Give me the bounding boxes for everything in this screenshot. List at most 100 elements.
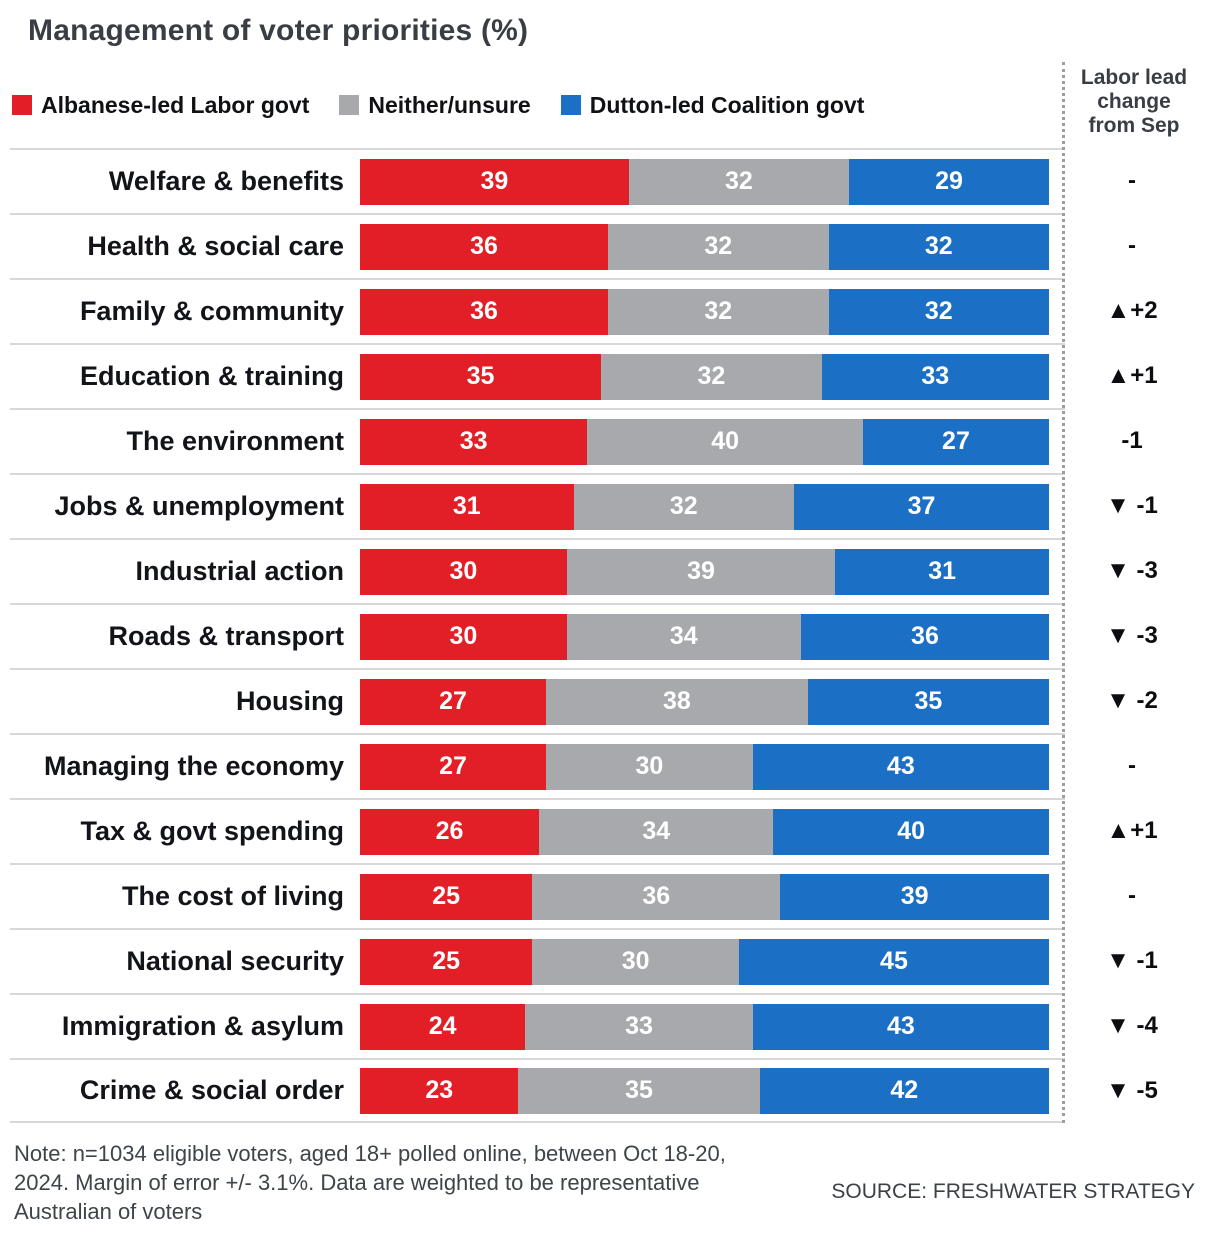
bar-value-neither: 39 bbox=[687, 557, 715, 585]
bar-value-neither: 32 bbox=[697, 362, 726, 390]
bar-value-labor: 27 bbox=[439, 752, 467, 780]
bar-segment-labor: 30 bbox=[360, 548, 567, 595]
bar-value-labor: 26 bbox=[435, 817, 464, 845]
bar-value-labor: 35 bbox=[466, 362, 495, 390]
chart-page: Management of voter priorities (%) Alban… bbox=[10, 14, 1199, 1224]
bar-value-labor: 36 bbox=[470, 297, 498, 325]
bar-value-neither: 40 bbox=[711, 427, 740, 455]
bar-segment-neither: 33 bbox=[525, 1003, 753, 1050]
chart-row: Family & community 36 32 32 ▲+2 bbox=[10, 278, 1199, 343]
bar-segment-coalition: 37 bbox=[794, 483, 1049, 530]
bar-value-coalition: 42 bbox=[890, 1076, 919, 1104]
bar-segment-labor: 30 bbox=[360, 613, 567, 660]
category-label: Immigration & asylum bbox=[61, 1011, 344, 1041]
source-credit: SOURCE: FRESHWATER STRATEGY bbox=[831, 1180, 1195, 1204]
row-main: Roads & transport 30 34 36 bbox=[10, 603, 1065, 668]
bar-value-neither: 33 bbox=[625, 1012, 653, 1040]
legend: Albanese-led Labor govt Neither/unsure D… bbox=[10, 92, 1065, 119]
bar-segment-neither: 32 bbox=[608, 223, 829, 270]
bar-segment-labor: 27 bbox=[360, 743, 547, 790]
bar-segment-labor: 39 bbox=[360, 158, 629, 205]
bar-track: 25 30 45 bbox=[360, 938, 1049, 985]
bar-value-coalition: 32 bbox=[924, 232, 953, 260]
bar-value-neither: 32 bbox=[725, 167, 753, 195]
chart-row: Roads & transport 30 34 36 ▼ -3 bbox=[10, 603, 1199, 668]
bar-value-labor: 25 bbox=[432, 947, 461, 975]
bar-segment-neither: 39 bbox=[566, 548, 836, 595]
category-label: Managing the economy bbox=[43, 751, 344, 781]
bar-segment-neither: 36 bbox=[532, 873, 781, 920]
chart-row: The environment 33 40 27 -1 bbox=[10, 408, 1199, 473]
category-label: Family & community bbox=[79, 296, 344, 326]
bar-segment-coalition: 42 bbox=[759, 1067, 1049, 1114]
bar-segment-coalition: 33 bbox=[821, 353, 1049, 400]
change-cell: ▼ -5 bbox=[1106, 1076, 1158, 1104]
chart-row: Managing the economy 27 30 43 - bbox=[10, 733, 1199, 798]
legend-label: Neither/unsure bbox=[368, 91, 531, 118]
bar-value-labor: 24 bbox=[428, 1012, 457, 1040]
bar-value-coalition: 31 bbox=[928, 557, 957, 585]
legend-label: Albanese-led Labor govt bbox=[41, 91, 310, 118]
bar-track: 30 34 36 bbox=[360, 613, 1049, 660]
bar-segment-neither: 34 bbox=[539, 808, 774, 855]
bar-track: 33 40 27 bbox=[360, 418, 1049, 465]
bar-segment-coalition: 39 bbox=[780, 873, 1049, 920]
bar-segment-neither: 32 bbox=[628, 158, 850, 205]
row-main: Housing 27 38 35 bbox=[10, 668, 1065, 733]
category-label: Welfare & benefits bbox=[108, 166, 344, 196]
bar-value-coalition: 33 bbox=[921, 362, 950, 390]
row-main: Immigration & asylum 24 33 43 bbox=[10, 993, 1065, 1058]
chart-row: Tax & govt spending 26 34 40 ▲+1 bbox=[10, 798, 1199, 863]
bar-value-neither: 32 bbox=[704, 232, 733, 260]
bar-value-coalition: 43 bbox=[886, 752, 915, 780]
category-label: The cost of living bbox=[121, 881, 344, 911]
bar-value-labor: 33 bbox=[459, 427, 488, 455]
change-column-header: Labor lead change from Sep bbox=[1080, 66, 1188, 138]
bar-value-labor: 31 bbox=[452, 492, 481, 520]
bar-segment-coalition: 40 bbox=[773, 808, 1049, 855]
bar-segment-coalition: 31 bbox=[835, 548, 1049, 595]
bar-segment-coalition: 43 bbox=[752, 743, 1049, 790]
bar-value-labor: 23 bbox=[425, 1076, 454, 1104]
category-label: Housing bbox=[236, 686, 344, 716]
legend-label: Dutton-led Coalition govt bbox=[589, 91, 865, 118]
bar-value-neither: 34 bbox=[669, 622, 698, 650]
row-main: National security 25 30 45 bbox=[10, 928, 1065, 993]
bar-track: 27 30 43 bbox=[360, 743, 1049, 790]
bar-segment-neither: 38 bbox=[546, 678, 808, 725]
chart-row: National security 25 30 45 ▼ -1 bbox=[10, 928, 1199, 993]
bar-segment-labor: 33 bbox=[360, 418, 588, 465]
bar-value-coalition: 36 bbox=[911, 622, 939, 650]
row-main: Welfare & benefits 39 32 29 bbox=[10, 148, 1065, 213]
change-cell: ▼ -1 bbox=[1106, 491, 1158, 519]
change-cell: ▼ -1 bbox=[1106, 946, 1158, 974]
bar-segment-labor: 31 bbox=[360, 483, 574, 530]
bar-value-coalition: 29 bbox=[935, 167, 963, 195]
bar-track: 39 32 29 bbox=[360, 158, 1049, 205]
bar-segment-labor: 35 bbox=[360, 353, 602, 400]
category-label: National security bbox=[126, 946, 344, 976]
bar-value-labor: 25 bbox=[432, 882, 461, 910]
bar-track: 27 38 35 bbox=[360, 678, 1049, 725]
bar-segment-labor: 24 bbox=[360, 1003, 526, 1050]
bar-segment-coalition: 35 bbox=[807, 678, 1049, 725]
bar-value-coalition: 35 bbox=[914, 687, 943, 715]
bar-segment-coalition: 32 bbox=[828, 223, 1049, 270]
bar-value-coalition: 37 bbox=[907, 492, 936, 520]
bar-segment-neither: 30 bbox=[546, 743, 753, 790]
row-main: The environment 33 40 27 bbox=[10, 408, 1065, 473]
bar-segment-labor: 27 bbox=[360, 678, 547, 725]
row-main: Education & training 35 32 33 bbox=[10, 343, 1065, 408]
bar-track: 35 32 33 bbox=[360, 353, 1049, 400]
bar-segment-coalition: 36 bbox=[800, 613, 1049, 660]
bar-value-labor: 30 bbox=[449, 557, 478, 585]
chart-row: Welfare & benefits 39 32 29 - bbox=[10, 148, 1199, 213]
bar-segment-neither: 35 bbox=[518, 1067, 760, 1114]
bar-track: 36 32 32 bbox=[360, 223, 1049, 270]
bar-segment-neither: 32 bbox=[608, 288, 829, 335]
change-cell: ▼ -4 bbox=[1106, 1011, 1158, 1039]
legend-item-neither: Neither/unsure bbox=[339, 91, 531, 119]
category-label: Industrial action bbox=[135, 556, 344, 586]
chart-footer: Note: n=1034 eligible voters, aged 18+ p… bbox=[10, 1123, 1199, 1236]
bar-value-coalition: 32 bbox=[924, 297, 953, 325]
